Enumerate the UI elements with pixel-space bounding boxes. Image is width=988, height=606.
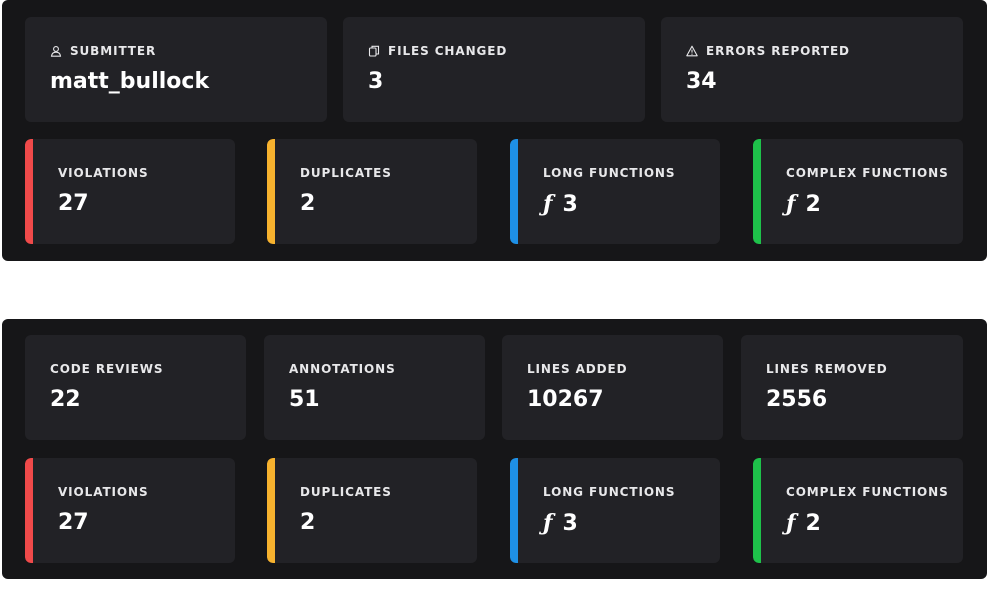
long-functions-accent [510, 458, 518, 563]
duplicates-card: DUPLICATES 2 [267, 139, 477, 244]
long-functions-value: 3 [562, 191, 578, 217]
complex-functions-label: COMPLEX FUNCTIONS [786, 166, 949, 180]
complex-functions-value: 2 [805, 510, 821, 536]
function-icon: ƒ [543, 510, 553, 536]
code-reviews-value: 22 [50, 387, 81, 412]
long-functions-label: LONG FUNCTIONS [543, 485, 676, 499]
lines-removed-card: LINES REMOVED 2556 [741, 335, 963, 440]
files-changed-label: FILES CHANGED [388, 44, 508, 58]
violations-accent [25, 458, 33, 563]
summary-panel-top: SUBMITTER matt_bullock FILES CHANGED 3 E… [2, 0, 987, 261]
violations-card: VIOLATIONS 27 [25, 458, 235, 563]
long-functions-card: LONG FUNCTIONS ƒ 3 [510, 458, 720, 563]
complex-functions-card: COMPLEX FUNCTIONS ƒ 2 [753, 139, 963, 244]
function-icon: ƒ [786, 191, 796, 217]
lines-removed-value: 2556 [766, 387, 828, 412]
long-functions-card: LONG FUNCTIONS ƒ 3 [510, 139, 720, 244]
violations-card: VIOLATIONS 27 [25, 139, 235, 244]
long-functions-accent [510, 139, 518, 244]
errors-reported-label: ERRORS REPORTED [706, 44, 850, 58]
violations-accent [25, 139, 33, 244]
files-changed-value: 3 [368, 69, 384, 94]
long-functions-value: 3 [562, 510, 578, 536]
duplicates-accent [267, 139, 275, 244]
files-changed-card: FILES CHANGED 3 [343, 17, 645, 122]
lines-added-value: 10267 [527, 387, 604, 412]
violations-value: 27 [58, 510, 89, 535]
summary-panel-bottom: CODE REVIEWS 22 ANNOTATIONS 51 LINES ADD… [2, 319, 987, 579]
user-icon [50, 45, 62, 57]
duplicates-accent [267, 458, 275, 563]
lines-removed-label: LINES REMOVED [766, 362, 888, 376]
duplicates-label: DUPLICATES [300, 166, 392, 180]
violations-value: 27 [58, 191, 89, 216]
annotations-card: ANNOTATIONS 51 [264, 335, 485, 440]
complex-functions-accent [753, 458, 761, 563]
submitter-label: SUBMITTER [70, 44, 157, 58]
function-icon: ƒ [786, 510, 796, 536]
duplicates-value: 2 [300, 191, 316, 216]
submitter-card: SUBMITTER matt_bullock [25, 17, 327, 122]
function-icon: ƒ [543, 191, 553, 217]
complex-functions-value: 2 [805, 191, 821, 217]
warning-icon [686, 45, 698, 57]
duplicates-label: DUPLICATES [300, 485, 392, 499]
lines-added-card: LINES ADDED 10267 [502, 335, 723, 440]
submitter-value: matt_bullock [50, 69, 210, 94]
duplicates-value: 2 [300, 510, 316, 535]
files-icon [368, 45, 380, 57]
long-functions-label: LONG FUNCTIONS [543, 166, 676, 180]
code-reviews-label: CODE REVIEWS [50, 362, 164, 376]
complex-functions-card: COMPLEX FUNCTIONS ƒ 2 [753, 458, 963, 563]
violations-label: VIOLATIONS [58, 485, 149, 499]
duplicates-card: DUPLICATES 2 [267, 458, 477, 563]
annotations-label: ANNOTATIONS [289, 362, 396, 376]
code-reviews-card: CODE REVIEWS 22 [25, 335, 246, 440]
errors-reported-value: 34 [686, 69, 717, 94]
errors-reported-card: ERRORS REPORTED 34 [661, 17, 963, 122]
annotations-value: 51 [289, 387, 320, 412]
violations-label: VIOLATIONS [58, 166, 149, 180]
complex-functions-accent [753, 139, 761, 244]
lines-added-label: LINES ADDED [527, 362, 628, 376]
complex-functions-label: COMPLEX FUNCTIONS [786, 485, 949, 499]
